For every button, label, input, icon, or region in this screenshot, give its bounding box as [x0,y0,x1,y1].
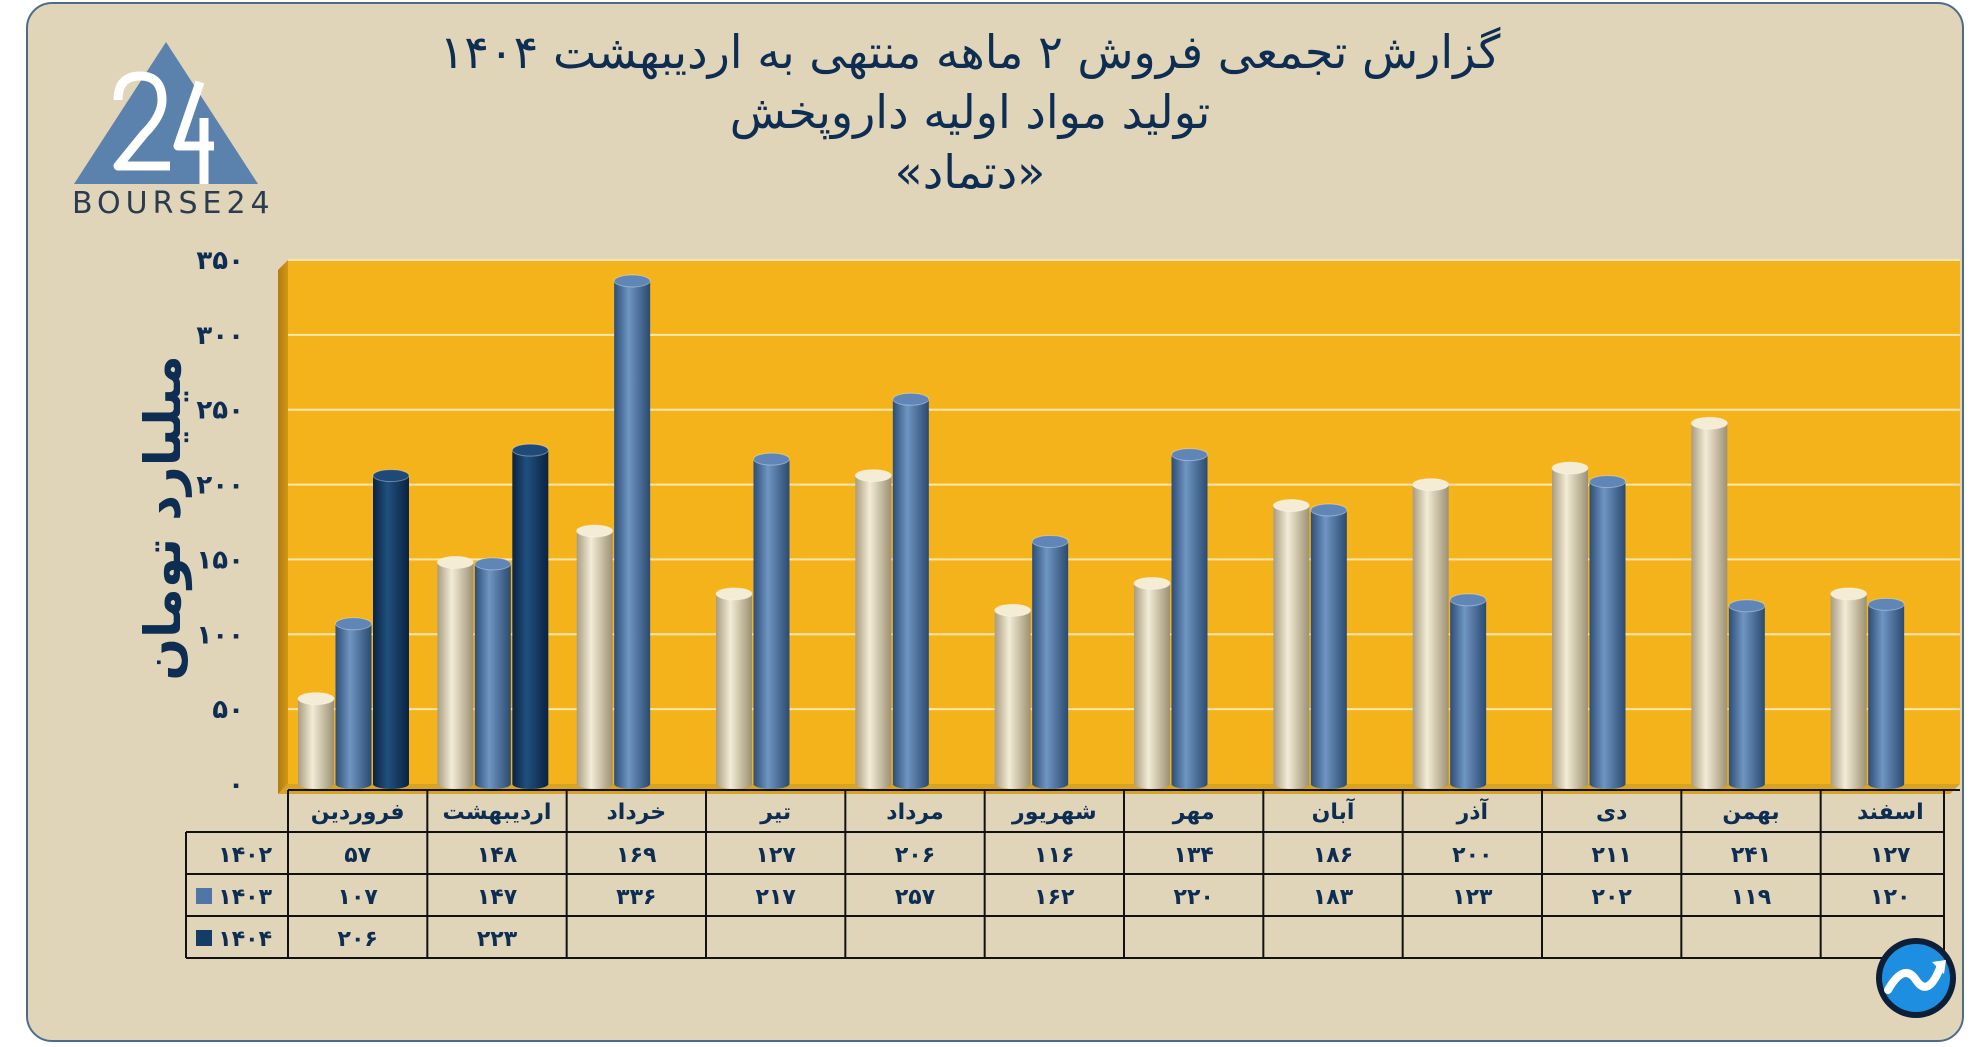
table-value: ۲۱۷ [756,885,797,910]
bar-۱۴۰۲-بهمن [1690,416,1728,789]
bar-۱۴۰۲-تیر [715,587,753,789]
bar-۱۴۰۳-بهمن [1728,599,1766,789]
y-tick-label: ۵۰ [212,695,244,725]
logo-text: BOURSE24 [72,186,275,221]
table-value: ۲۵۷ [895,885,936,910]
bar-۱۴۰۲-اردیبهشت [436,555,474,789]
y-tick-label: ۳۵۰ [196,246,244,276]
category-label: اردیبهشت [443,800,552,825]
y-tick-label: ۲۵۰ [196,396,244,426]
bar-۱۴۰۳-مرداد [892,392,930,789]
bar-۱۴۰۲-مرداد [854,469,892,789]
table-value: ۱۰۷ [338,885,379,910]
category-label: آبان [1312,797,1355,825]
bar-۱۴۰۲-مهر [1133,576,1171,789]
table-value: ۲۲۳ [477,927,518,952]
table-value: ۳۳۶ [616,885,656,910]
table-value: ۱۸۳ [1313,885,1354,910]
bar-۱۴۰۴-اردیبهشت [511,443,549,789]
bar-۱۴۰۳-اردیبهشت [474,557,512,789]
table-value: ۲۰۲ [1592,885,1633,910]
bar-۱۴۰۲-خرداد [576,524,614,789]
legend-swatch-۱۴۰۴ [196,930,212,946]
table-value: ۲۰۰ [1452,843,1492,868]
bar-۱۴۰۳-دی [1589,475,1626,789]
bar-۱۴۰۲-دی [1551,461,1589,789]
bar-۱۴۰۳-آذر [1449,593,1487,789]
table-value: ۱۶۹ [616,843,656,868]
table-value: ۱۴۷ [477,885,518,910]
series-label-۱۴۰۴: ۱۴۰۴ [218,927,272,952]
table-value: ۱۲۰ [1870,885,1910,910]
y-tick-label: ۱۰۰ [196,620,244,650]
chart-title-line-3: «دتماد» [894,145,1046,199]
y-axis-label: میلیارد تومان [134,355,193,680]
bar-۱۴۰۳-مهر [1171,448,1208,789]
series-label-۱۴۰۲: ۱۴۰۲ [218,843,272,868]
table-value: ۲۴۱ [1731,843,1771,868]
y-tick-label: ۲۰۰ [196,471,244,501]
series-label-۱۴۰۳: ۱۴۰۳ [218,885,272,910]
y-tick-label: ۳۰۰ [196,321,244,351]
plot-area [288,260,1960,784]
legend-swatch-۱۴۰۳ [196,888,212,904]
table-value: ۲۲۰ [1174,885,1214,910]
bar-۱۴۰۲-اسفند [1830,587,1868,789]
bar-۱۴۰۲-شهریور [994,603,1032,789]
chart-title-line-2: تولید مواد اولیه داروپخش [729,85,1211,139]
category-label: مرداد [886,800,943,825]
bar-۱۴۰۲-آذر [1412,478,1450,789]
category-label: خرداد [606,800,666,825]
chart-title-line-1: گزارش تجمعی فروش ۲ ماهه منتهی به اردیبهش… [439,25,1501,79]
table-value: ۱۱۹ [1731,885,1771,910]
table-value: ۱۲۷ [1870,843,1911,868]
table-value: ۱۸۶ [1313,843,1353,868]
category-label: مهر [1172,800,1215,825]
category-label: اسفند [1857,800,1924,825]
table-value: ۲۱۱ [1592,843,1632,868]
bourse24-logo-icon [74,42,258,184]
category-label: بهمن [1722,800,1779,825]
table-value: ۱۲۷ [756,843,797,868]
table-value: ۱۴۸ [477,843,518,868]
table-value: ۱۲۳ [1452,885,1493,910]
bar-۱۴۰۳-تیر [753,452,790,789]
category-label: شهریور [1011,800,1097,825]
y-tick-label: ۰ [228,770,244,800]
table-value: ۱۳۴ [1174,843,1214,868]
bar-۱۴۰۴-فروردین [372,469,410,789]
bar-۱۴۰۲-فروردین [297,692,335,789]
category-label: آذر [1456,797,1489,825]
table-value: ۲۰۶ [895,843,935,868]
bar-۱۴۰۳-شهریور [1031,534,1069,789]
bar-۱۴۰۳-اسفند [1867,597,1905,789]
table-value: ۲۰۶ [338,927,378,952]
table-value: ۱۶۲ [1034,885,1075,910]
table-value: ۱۱۶ [1034,843,1074,868]
category-label: فروردین [311,800,405,825]
bar-۱۴۰۲-آبان [1272,499,1310,789]
category-label: دی [1596,800,1627,825]
bar-۱۴۰۳-آبان [1310,503,1348,789]
bar-۱۴۰۳-خرداد [613,274,651,789]
bar-۱۴۰۳-فروردین [335,617,372,789]
y-tick-label: ۱۵۰ [196,545,244,575]
trend-chart-badge-icon [1876,938,1956,1018]
category-label: تیر [759,800,791,825]
table-value: ۵۷ [344,843,371,868]
plot-side-wall [278,260,288,794]
